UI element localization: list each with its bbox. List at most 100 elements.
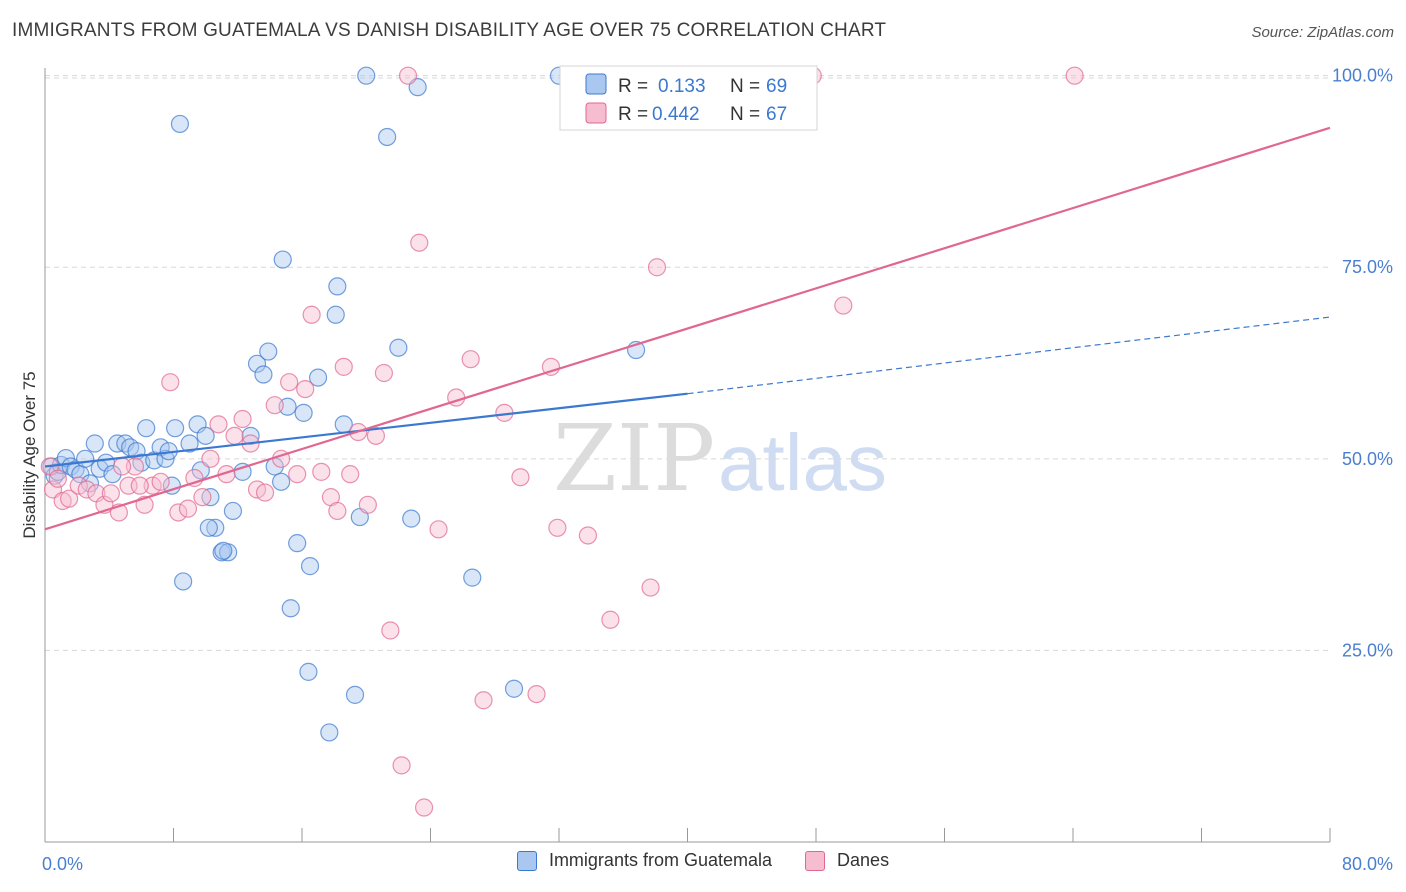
point-danes-63	[834, 296, 853, 315]
point-guatemala-50	[345, 685, 365, 704]
point-guatemala-19	[137, 419, 156, 438]
point-danes-4	[59, 489, 79, 508]
point-guatemala-34	[223, 501, 243, 521]
legend-swatch-blue	[516, 850, 537, 871]
point-guatemala-66	[199, 518, 218, 537]
point-danes-35	[312, 462, 331, 481]
point-guatemala-13	[103, 465, 122, 484]
trend-lines	[44, 126, 1331, 531]
point-danes-2	[48, 469, 67, 488]
point-guatemala-60	[273, 250, 292, 269]
legend-label-guatemala: Immigrants from Guatemala	[548, 850, 773, 870]
point-danes-59	[601, 610, 620, 629]
point-guatemala-35	[233, 462, 252, 481]
point-guatemala-36	[241, 426, 260, 445]
point-guatemala-61	[326, 305, 345, 324]
point-danes-24	[225, 426, 244, 445]
point-guatemala-67	[214, 541, 233, 560]
point-danes-64	[1065, 66, 1084, 85]
point-danes-33	[296, 379, 315, 399]
point-guatemala-29	[196, 426, 215, 445]
point-danes-34	[302, 305, 321, 324]
axes	[44, 68, 1331, 843]
point-guatemala-59	[170, 114, 190, 134]
point-danes-32	[288, 465, 307, 484]
point-guatemala-57	[463, 568, 482, 587]
point-guatemala-8	[76, 449, 95, 468]
point-guatemala-39	[259, 342, 278, 361]
stats-n-value-1: 69	[766, 76, 787, 97]
stats-r-label-2: R =	[618, 104, 648, 125]
point-danes-22	[209, 415, 228, 434]
y-tick-label-100: 100.0%	[1332, 66, 1393, 86]
point-guatemala-48	[328, 277, 347, 296]
point-danes-46	[398, 66, 418, 85]
point-danes-43	[374, 363, 394, 383]
point-danes-18	[178, 499, 198, 518]
bottom-legend: Immigrants from Guatemala Danes	[0, 850, 1406, 876]
stats-r-value-2: 0.442	[652, 104, 700, 125]
point-danes-29	[265, 396, 284, 415]
stats-r-value-1: 0.133	[658, 76, 706, 97]
point-guatemala-53	[378, 127, 397, 147]
point-danes-31	[280, 373, 299, 392]
y-tick-label-50: 50.0%	[1342, 449, 1393, 469]
point-guatemala-44	[294, 403, 313, 422]
point-danes-48	[414, 798, 434, 817]
point-guatemala-55	[402, 509, 421, 528]
point-guatemala-25	[174, 572, 193, 591]
point-danes-42	[366, 426, 385, 445]
point-danes-65	[130, 476, 149, 495]
point-danes-56	[541, 357, 561, 376]
x-tick-label-max: 80.0%	[1342, 854, 1393, 874]
point-danes-25	[233, 409, 252, 429]
point-danes-39	[341, 465, 360, 484]
point-danes-58	[578, 526, 598, 545]
point-danes-28	[255, 483, 275, 502]
point-guatemala-54	[389, 338, 408, 357]
trend-line-guatemala-extension	[687, 316, 1331, 395]
x-tick-label-min: 0.0%	[42, 854, 83, 874]
legend-item-guatemala[interactable]: Immigrants from Guatemala	[516, 850, 773, 871]
stats-swatch-pink	[585, 102, 607, 124]
point-danes-52	[474, 691, 493, 710]
stats-n-label-2: N =	[730, 104, 760, 125]
point-guatemala-26	[180, 434, 199, 453]
point-guatemala-58	[504, 679, 524, 698]
point-danes-12	[125, 457, 145, 476]
point-danes-55	[527, 684, 546, 704]
point-guatemala-45	[300, 557, 320, 576]
y-axis-label: Disability Age Over 75	[20, 371, 39, 538]
point-danes-41	[358, 495, 377, 514]
point-danes-45	[392, 756, 411, 775]
point-danes-66	[112, 457, 132, 476]
point-danes-15	[151, 472, 170, 491]
stats-swatch-blue	[585, 73, 607, 95]
point-danes-17	[169, 503, 188, 522]
point-guatemala-24	[166, 419, 185, 438]
point-guatemala-37	[247, 354, 267, 373]
point-danes-61	[647, 258, 667, 277]
point-guatemala-65	[299, 662, 318, 681]
point-danes-44	[381, 621, 400, 640]
stats-n-value-2: 67	[766, 104, 787, 125]
point-danes-9	[101, 484, 120, 503]
chart-title: IMMIGRANTS FROM GUATEMALA VS DANISH DISA…	[12, 20, 887, 41]
point-danes-49	[429, 520, 448, 539]
point-danes-6	[77, 480, 96, 499]
point-danes-20	[193, 488, 212, 507]
point-guatemala-38	[254, 365, 273, 384]
point-guatemala-10	[85, 434, 104, 453]
y-tick-labels: 25.0% 50.0% 75.0% 100.0%	[1332, 66, 1393, 661]
stats-r-label-1: R =	[618, 76, 648, 97]
watermark-zip: ZIP	[553, 405, 715, 512]
y-tick-label-75: 75.0%	[1342, 257, 1393, 277]
watermark-atlas: atlas	[718, 418, 887, 507]
point-guatemala-41	[272, 472, 291, 491]
point-guatemala-31	[206, 518, 225, 537]
trend-line-danes	[44, 126, 1331, 531]
point-danes-38	[334, 357, 353, 376]
point-danes-37	[328, 501, 347, 521]
y-tick-label-25: 25.0%	[1342, 640, 1393, 660]
legend-item-danes[interactable]: Danes	[805, 850, 889, 871]
